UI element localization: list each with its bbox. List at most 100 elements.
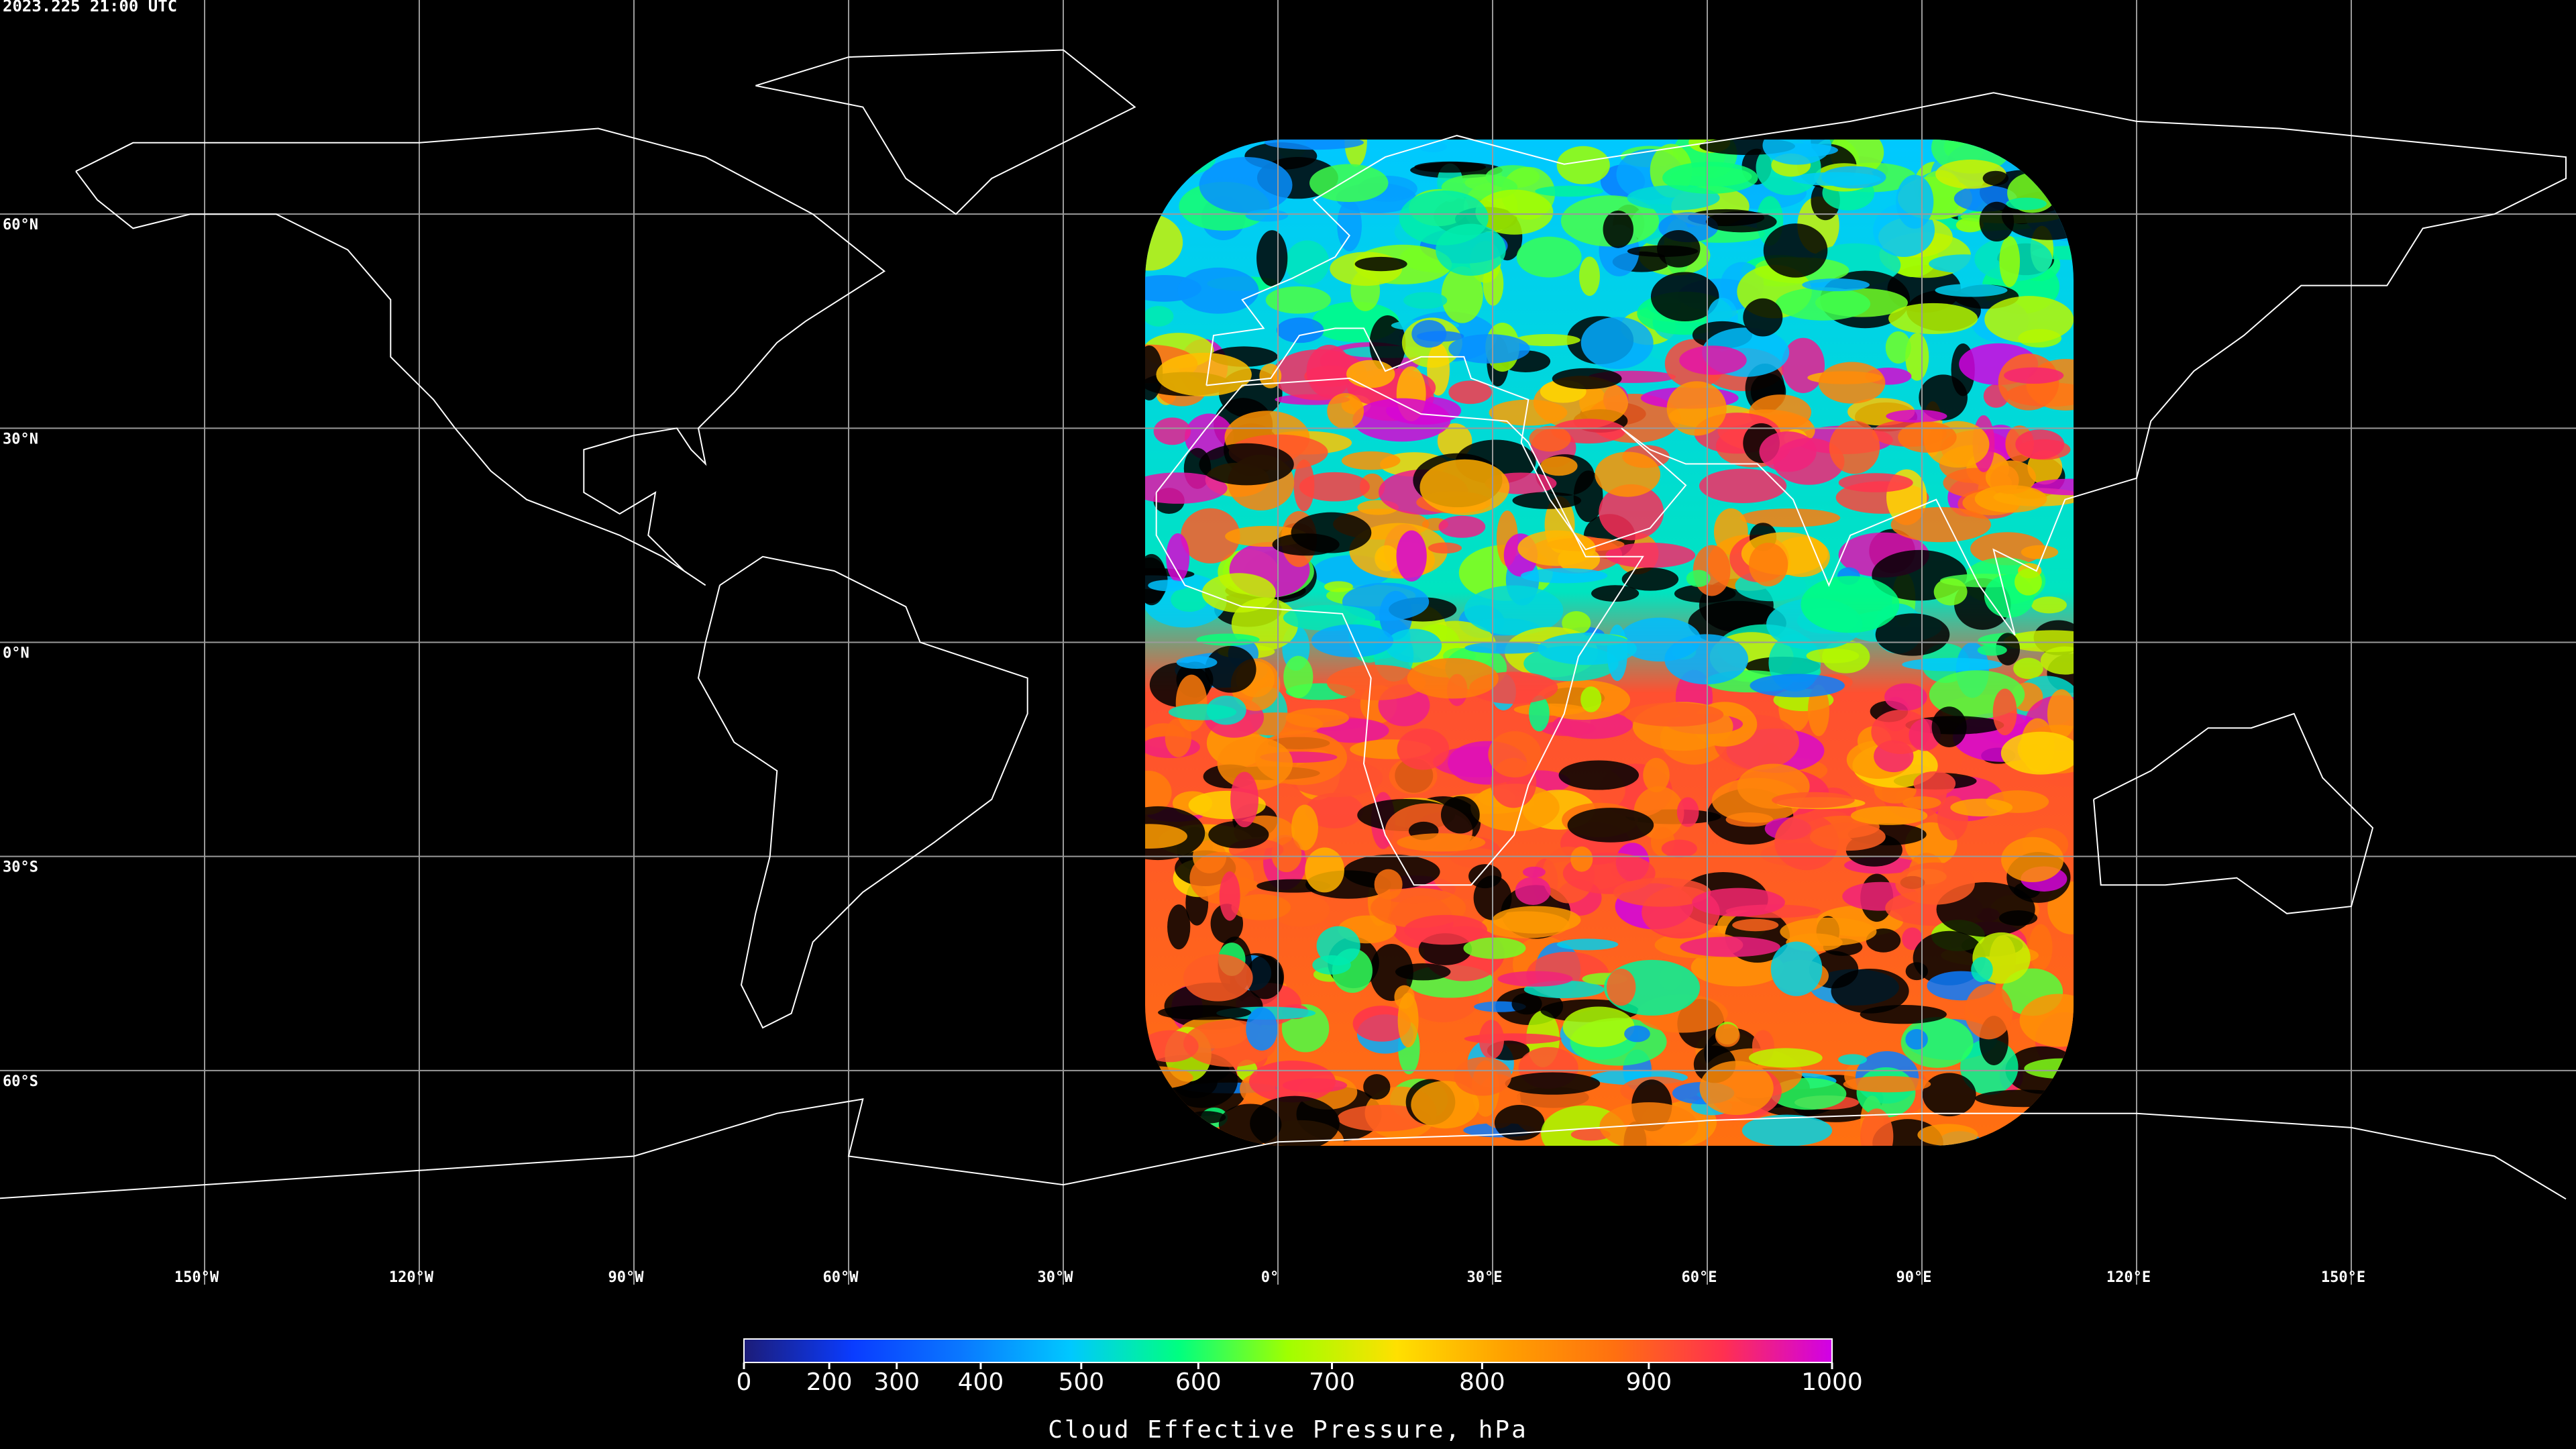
- cloud-patch: [1759, 431, 1817, 472]
- cloud-patch: [1890, 506, 1991, 543]
- latitude-label: 30°S: [3, 859, 38, 876]
- cloud-patch: [1562, 1006, 1635, 1047]
- cloud-patch: [1552, 368, 1622, 390]
- cloud-patch: [1309, 164, 1389, 203]
- cloud-patch: [1970, 532, 2045, 566]
- cloud-patch: [2019, 994, 2074, 1047]
- coastline: [755, 49, 1136, 215]
- colorbar-tick-label: 800: [1459, 1368, 1505, 1396]
- cloud-patch: [1850, 806, 1928, 825]
- cloud-patch: [1888, 303, 1978, 334]
- cloud-patch: [1950, 798, 2013, 816]
- cloud-patch: [2004, 630, 2074, 652]
- cloud-patch: [1905, 1029, 1928, 1050]
- cloud-patch: [1397, 728, 1450, 770]
- cloud-patch: [1599, 484, 1664, 541]
- coastline: [1205, 92, 2567, 636]
- cloud-patch: [1352, 398, 1451, 442]
- cloud-patch: [1311, 624, 1394, 657]
- cloud-patch: [2000, 731, 2074, 775]
- cloud-patch: [1291, 804, 1318, 851]
- longitude-label: 30°E: [1467, 1269, 1503, 1286]
- cloud-patch: [1337, 1105, 1432, 1132]
- coastline: [697, 555, 1028, 1029]
- cloud-patch: [1285, 708, 1349, 728]
- cloud-patch: [1293, 459, 1315, 512]
- longitude-label: 90°W: [608, 1269, 645, 1286]
- cloud-patch: [1403, 914, 1487, 945]
- cloud-patch: [1337, 199, 1362, 252]
- cloud-patch: [1664, 634, 1749, 685]
- cloud-patch: [1448, 334, 1530, 364]
- cloud-patch: [1454, 1057, 1512, 1096]
- cloud-patch: [1801, 576, 1900, 633]
- cloud-patch: [1558, 760, 1640, 790]
- longitude-label: 60°W: [823, 1269, 859, 1286]
- cloud-patch: [1479, 1020, 1505, 1059]
- cloud-patch: [1346, 360, 1395, 388]
- longitude-label: 0°: [1261, 1269, 1279, 1286]
- cloud-patch: [1411, 1081, 1479, 1129]
- cloud-patch: [1515, 333, 1580, 346]
- cloud-patch: [1984, 296, 2074, 343]
- cloud-patch: [1463, 937, 1526, 959]
- cloud-patch: [1158, 1005, 1252, 1020]
- cloud-patch: [1599, 1102, 1699, 1146]
- cloud-patch: [1145, 345, 1163, 400]
- cloud-patch: [1374, 869, 1403, 900]
- cloud-patch: [1977, 644, 2007, 656]
- longitude-label: 150°W: [174, 1269, 219, 1286]
- cloud-patch: [1875, 613, 1950, 656]
- cloud-patch: [1806, 648, 1860, 663]
- cloud-patch: [1145, 557, 1168, 604]
- cloud-patch: [2040, 646, 2074, 675]
- cloud-patch: [1613, 877, 1711, 907]
- cloud-patch: [1515, 877, 1551, 906]
- cloud-patch: [1517, 530, 1596, 566]
- cloud-patch: [1998, 910, 2038, 926]
- cloud-patch: [1166, 533, 1190, 582]
- coastline: [1155, 377, 1644, 886]
- cloud-patch: [2031, 596, 2067, 614]
- cloud-patch: [1291, 512, 1372, 553]
- cloud-patch: [1985, 460, 2036, 494]
- cloud-patch: [1680, 936, 1780, 957]
- cloud-patch: [1933, 578, 1968, 606]
- cloud-patch: [1540, 456, 1578, 476]
- cloud-patch: [1283, 655, 1313, 698]
- cloud-patch: [2006, 197, 2047, 210]
- cloud-patch: [2004, 367, 2064, 384]
- cloud-patch: [1971, 957, 1993, 983]
- longitude-label: 60°E: [1682, 1269, 1717, 1286]
- cloud-patch: [1201, 573, 1276, 613]
- colorbar-label: Cloud Effective Pressure, hPa: [1048, 1416, 1528, 1444]
- cloud-patch: [1749, 543, 1788, 587]
- cloud-patch: [2047, 689, 2074, 739]
- cloud-patch: [1860, 1108, 1894, 1146]
- cloud-patch: [1175, 674, 1208, 732]
- cloud-patch: [1305, 847, 1344, 893]
- cloud-patch: [1807, 684, 1830, 737]
- latitude-label: 60°N: [3, 217, 38, 233]
- cloud-patch: [1699, 1061, 1774, 1116]
- cloud-patch: [1679, 345, 1747, 375]
- cloud-patch: [1538, 633, 1638, 665]
- cloud-patch: [1741, 1114, 1833, 1146]
- cloud-patch: [1181, 508, 1240, 564]
- cloud-patch: [1419, 459, 1510, 515]
- cloud-patch: [1979, 201, 2015, 242]
- cloud-patch: [2013, 657, 2043, 680]
- cloud-patch: [2021, 545, 2059, 559]
- cloud-patch: [1922, 1073, 1976, 1117]
- cloud-patch: [1621, 568, 1679, 591]
- cloud-patch: [1494, 1104, 1545, 1141]
- cloud-patch: [1256, 230, 1288, 286]
- cloud-patch: [1905, 962, 1928, 981]
- cloud-patch: [1512, 492, 1582, 509]
- colorbar-tick-label: 400: [958, 1368, 1004, 1396]
- colorbar-tick-label: 1000: [1801, 1368, 1863, 1396]
- cloud-patch: [1285, 240, 1330, 285]
- colorbar-tick-label: 200: [806, 1368, 853, 1396]
